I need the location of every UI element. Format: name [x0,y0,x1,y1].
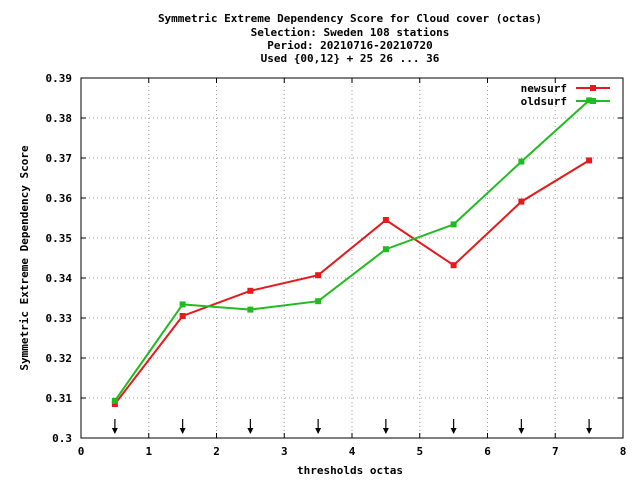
legend-label-newsurf: newsurf [521,82,567,95]
threshold-arrow-head [382,428,389,434]
title-line-1: Symmetric Extreme Dependency Score for C… [158,12,542,25]
y-tick-label: 0.38 [46,112,73,125]
x-tick-label: 8 [620,445,627,458]
data-point-oldsurf [179,301,186,308]
data-point-oldsurf [111,397,118,404]
threshold-arrow-head [450,428,457,434]
data-point-oldsurf [382,246,389,253]
x-tick-label: 7 [552,445,559,458]
x-tick-label: 1 [145,445,152,458]
y-tick-label: 0.35 [46,232,73,245]
title-line-4: Used {00,12} + 25 26 ... 36 [261,52,440,65]
data-point-oldsurf [247,306,254,313]
x-tick-label: 6 [484,445,491,458]
y-tick-label: 0.33 [46,312,73,325]
data-point-newsurf [586,157,593,164]
y-tick-label: 0.3 [52,432,72,445]
legend-marker-oldsurf [590,98,596,104]
grid [81,78,623,438]
threshold-arrow-head [586,428,593,434]
threshold-arrow-head [518,428,525,434]
threshold-arrow-head [179,428,186,434]
threshold-arrow-head [315,428,322,434]
series-line-newsurf [114,159,590,405]
title-line-3: Period: 20210716-20210720 [267,39,433,52]
x-tick-label: 5 [416,445,423,458]
legend-label-oldsurf: oldsurf [521,95,567,108]
title-line-2: Selection: Sweden 108 stations [251,26,450,39]
data-point-newsurf [315,272,322,279]
chart-title: Symmetric Extreme Dependency Score for C… [158,12,542,65]
y-tick-label: 0.32 [46,352,73,365]
data-point-newsurf [111,401,118,407]
series [111,97,593,407]
y-tick-label: 0.39 [46,72,73,85]
data-point-oldsurf [518,158,525,165]
y-tick-label: 0.37 [46,152,73,165]
data-point-newsurf [382,217,389,223]
x-axis-label: thresholds octas [297,464,403,477]
y-tick-label: 0.36 [46,192,73,205]
plot-frame [80,77,624,439]
threshold-arrow-head [247,428,254,434]
y-tick-label: 0.31 [46,392,73,405]
threshold-arrows [111,419,593,434]
data-point-oldsurf [450,221,457,228]
y-axis-label: Symmetric Extreme Dependency Score [18,145,31,371]
x-tick-label: 2 [213,445,220,458]
data-point-newsurf [247,287,254,294]
data-point-newsurf [450,262,457,269]
threshold-arrow-head [111,428,118,434]
legend-marker-newsurf [590,85,596,91]
x-tick-label: 3 [281,445,288,458]
data-point-newsurf [518,198,525,205]
axes: 0 1 2 3 4 5 6 7 8 0.3 0.31 0.32 0.33 0.34 0.35 0.36 0.37… [46,72,627,458]
y-tick-label: 0.34 [46,272,73,285]
series-line-oldsurf [114,99,590,402]
data-point-oldsurf [315,298,322,305]
x-tick-label: 4 [349,445,356,458]
x-tick-label: 0 [78,445,85,458]
data-point-newsurf [179,313,186,319]
